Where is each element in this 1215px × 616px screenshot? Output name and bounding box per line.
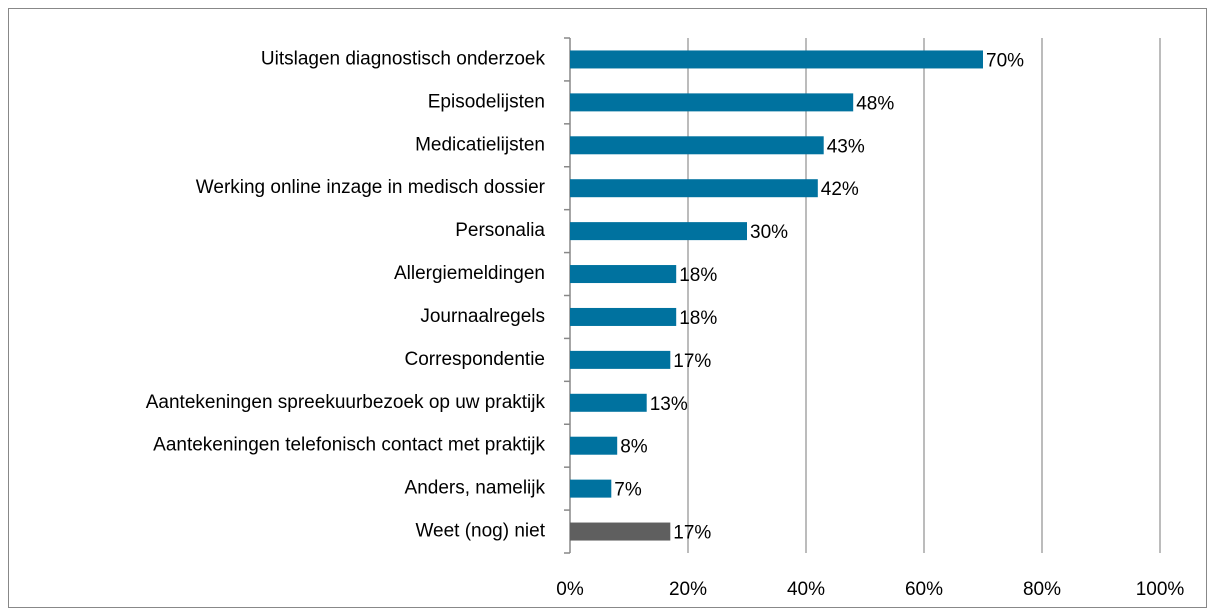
y-tick-label: Episodelijsten [428,91,545,112]
bar [570,350,671,369]
bar [570,307,677,326]
value-label: 8% [620,437,648,458]
x-tick-label: 20% [669,579,707,600]
y-tick-label: Medicatielijsten [415,134,545,155]
bar [570,265,677,284]
bar [570,522,671,541]
bar [570,436,618,455]
bar [570,50,983,69]
y-tick-label: Journaalregels [420,306,545,327]
value-label: 18% [679,308,717,329]
value-label: 17% [673,351,711,372]
y-tick-label: Personalia [455,220,545,241]
bar [570,222,747,241]
value-label: 13% [650,394,688,415]
x-tick-label: 0% [556,579,584,600]
x-tick-label: 80% [1023,579,1061,600]
value-label: 18% [679,265,717,286]
bar [570,393,647,412]
y-tick-label: Correspondentie [405,349,545,370]
value-label: 42% [821,179,859,200]
bar [570,479,612,498]
y-tick-label: Weet (nog) niet [415,521,545,542]
y-tick-label: Anders, namelijk [405,478,546,499]
y-tick-label: Uitslagen diagnostisch onderzoek [261,48,546,69]
bar [570,93,854,112]
value-label: 70% [986,50,1024,71]
value-label: 30% [750,222,788,243]
x-tick-label: 40% [787,579,825,600]
bar [570,136,824,155]
y-tick-label: Werking online inzage in medisch dossier [196,177,546,198]
y-tick-label: Allergiemeldingen [394,263,545,284]
y-tick-label: Aantekeningen telefonisch contact met pr… [153,435,545,456]
value-label: 17% [673,523,711,544]
y-tick-label: Aantekeningen spreekuurbezoek op uw prak… [146,392,546,413]
value-label: 7% [614,480,642,501]
bar [570,179,818,198]
value-label: 48% [856,93,894,114]
x-tick-label: 100% [1136,579,1185,600]
x-tick-label: 60% [905,579,943,600]
value-label: 43% [827,136,865,157]
